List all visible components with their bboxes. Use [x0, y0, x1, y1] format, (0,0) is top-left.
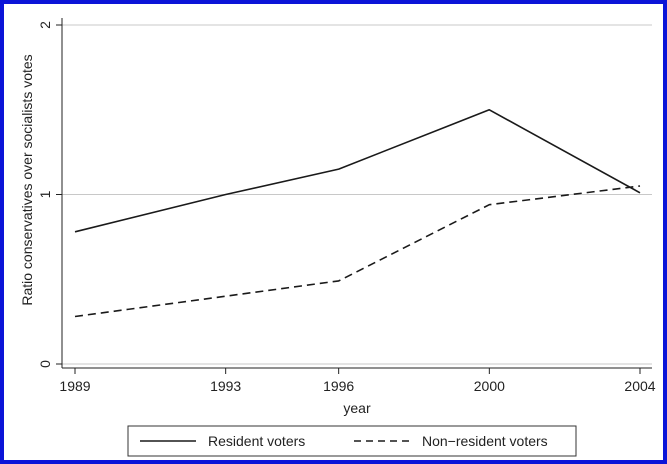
x-tick-label-2000: 2000: [474, 378, 505, 394]
series: [74, 109, 641, 318]
x-tick-label-2004: 2004: [624, 378, 655, 394]
x-tick-label-1996: 1996: [323, 378, 354, 394]
series-line-nonresident-voters: [74, 185, 641, 318]
gridlines: [62, 24, 652, 365]
x-tick-label-1993: 1993: [210, 378, 241, 394]
series-line-resident-voters: [74, 109, 641, 233]
y-tick-label-1: 1: [37, 190, 53, 198]
y-tick-label-0: 0: [37, 360, 53, 368]
axes: [56, 18, 652, 374]
tick-labels: 0 1 2 1989 1993 1996 2000 2004: [37, 21, 656, 394]
x-axis-title: year: [343, 400, 371, 416]
y-tick-label-2: 2: [37, 21, 53, 29]
legend: Resident voters Non−resident voters: [127, 425, 577, 457]
legend-label-resident: Resident voters: [208, 433, 305, 449]
y-axis-title: Ratio conservatives over socialists vote…: [19, 54, 35, 305]
legend-label-nonresident: Non−resident voters: [422, 433, 548, 449]
legend-box: [127, 425, 577, 457]
x-tick-label-1989: 1989: [59, 378, 90, 394]
